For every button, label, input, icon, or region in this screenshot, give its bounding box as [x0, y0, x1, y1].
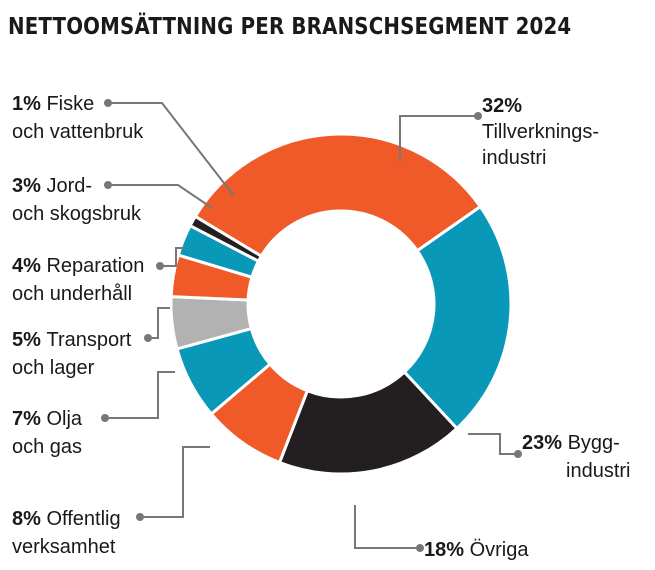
leader-dot-8	[104, 99, 112, 107]
slice-label-7: 3% Jord-och skogsbruk	[12, 175, 142, 225]
slice-pct-3: 8%	[12, 508, 46, 530]
slice-line1-2: Övriga	[470, 539, 530, 561]
leader-dot-6	[156, 262, 164, 270]
slice-line1-3: Offentlig	[46, 508, 120, 530]
leader-dot-1	[514, 450, 522, 458]
slice-1	[402, 204, 513, 431]
slice-line1-4: Olja	[46, 408, 82, 430]
leader-dot-5	[144, 334, 152, 342]
leader-dot-4	[101, 414, 109, 422]
leader-dot-2	[416, 544, 424, 552]
leader-dot-7	[104, 181, 112, 189]
slice-line2-7: och skogsbruk	[12, 203, 142, 225]
chart-title: NETTOOMSÄTTNING PER BRANSCHSEGMENT 2024	[8, 14, 572, 40]
slice-label-4: 7% Olja och gas	[12, 408, 83, 458]
slice-2	[277, 369, 459, 476]
slice-label-1: 23% Bygg-industri	[522, 432, 630, 482]
slice-pct-6: 4%	[12, 255, 46, 277]
slice-pct-7: 3%	[12, 175, 46, 197]
slice-pct-2: 18%	[424, 539, 470, 561]
leader-line-7	[108, 184, 213, 209]
slice-label-0: 32% Tillverknings-industri	[482, 95, 599, 169]
slice-line1-7: Jord-	[46, 175, 92, 197]
slice-line2-6: och underhåll	[12, 283, 132, 305]
slice-pct-5: 5%	[12, 329, 46, 351]
slice-line2-0: industri	[482, 147, 546, 169]
slice-label-2: 18% Övriga	[424, 539, 529, 561]
slice-pct-1: 23%	[522, 432, 568, 454]
slice-line2-8: och vattenbruk	[12, 121, 144, 143]
leader-line-2	[354, 505, 420, 549]
slice-line2-4: och gas	[12, 436, 82, 458]
slice-line1-1: Bygg-	[568, 432, 620, 454]
slice-line2-5: och lager	[12, 357, 95, 379]
leader-line-5	[148, 307, 170, 339]
leader-line-3	[140, 446, 210, 518]
slice-label-5: 5% Transport och lager	[12, 329, 132, 379]
leader-line-8	[108, 102, 235, 197]
leader-line-4	[105, 371, 175, 419]
slice-line1-0: Tillverknings-	[482, 121, 599, 143]
slice-line2-1: industri	[566, 460, 630, 482]
leader-line-0	[399, 115, 478, 162]
slice-0	[193, 132, 483, 259]
slice-line1-6: Reparation	[46, 255, 144, 277]
slice-line1-8: Fiske	[46, 93, 94, 115]
slice-pct-4: 7%	[12, 408, 46, 430]
slice-label-6: 4% Reparation och underhåll	[12, 255, 144, 305]
slice-line2-3: verksamhet	[12, 536, 116, 558]
leader-line-6	[160, 247, 185, 267]
leader-dot-3	[136, 513, 144, 521]
slice-label-8: 1% Fiske och vattenbruk	[12, 93, 144, 143]
slice-pct-0: 32%	[482, 95, 522, 117]
slice-line1-5: Transport	[46, 329, 131, 351]
slice-pct-8: 1%	[12, 93, 46, 115]
slice-8	[188, 214, 264, 264]
leader-line-1	[468, 433, 518, 455]
slice-label-3: 8% Offentlig verksamhet	[12, 508, 121, 558]
leader-dot-0	[474, 112, 482, 120]
